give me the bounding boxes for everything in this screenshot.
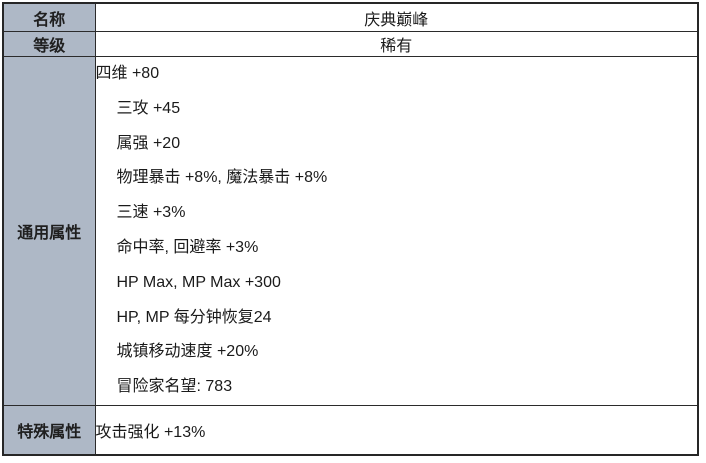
attribute-line: HP, MP 每分钟恢复24 [116,308,272,326]
attribute-line: 城镇移动速度 +20% [116,343,259,361]
attribute-line: 冒险家名望: 783 [116,378,233,396]
table-row-grade: 等级 稀有 [2,31,699,57]
attribute-line: HP Max, MP Max +300 [116,273,281,291]
general-attributes-cell: 四维 +80 三攻 +45 属强 +20 物理暴击 +8%, 魔法暴击 +8% … [94,56,699,406]
table-row-special-attributes: 特殊属性 攻击强化 +13% [2,405,699,456]
attribute-line: 三速 +3% [116,204,186,222]
item-stats-table: 名称 庆典巅峰 等级 稀有 通用属性 四维 +80 三攻 +45 属强 +20 … [2,2,699,456]
attribute-line: 属强 +20 [116,134,181,152]
table-row-name: 名称 庆典巅峰 [2,2,699,32]
row-label-grade: 等级 [2,31,96,57]
row-label-special-attributes: 特殊属性 [2,405,96,456]
attribute-line: 四维 +80 [95,65,160,83]
table-row-general-attributes: 通用属性 四维 +80 三攻 +45 属强 +20 物理暴击 +8%, 魔法暴击… [2,56,699,406]
attribute-line: 命中率, 回避率 +3% [116,239,259,256]
attribute-line: 物理暴击 +8%, 魔法暴击 +8% [116,169,328,187]
row-label-general-attributes: 通用属性 [2,56,96,406]
attribute-line: 三攻 +45 [116,99,181,117]
item-grade-value: 稀有 [94,31,699,57]
row-label-name: 名称 [2,2,96,32]
special-attributes-value: 攻击强化 +13% [94,405,699,456]
item-name-value: 庆典巅峰 [94,2,699,32]
